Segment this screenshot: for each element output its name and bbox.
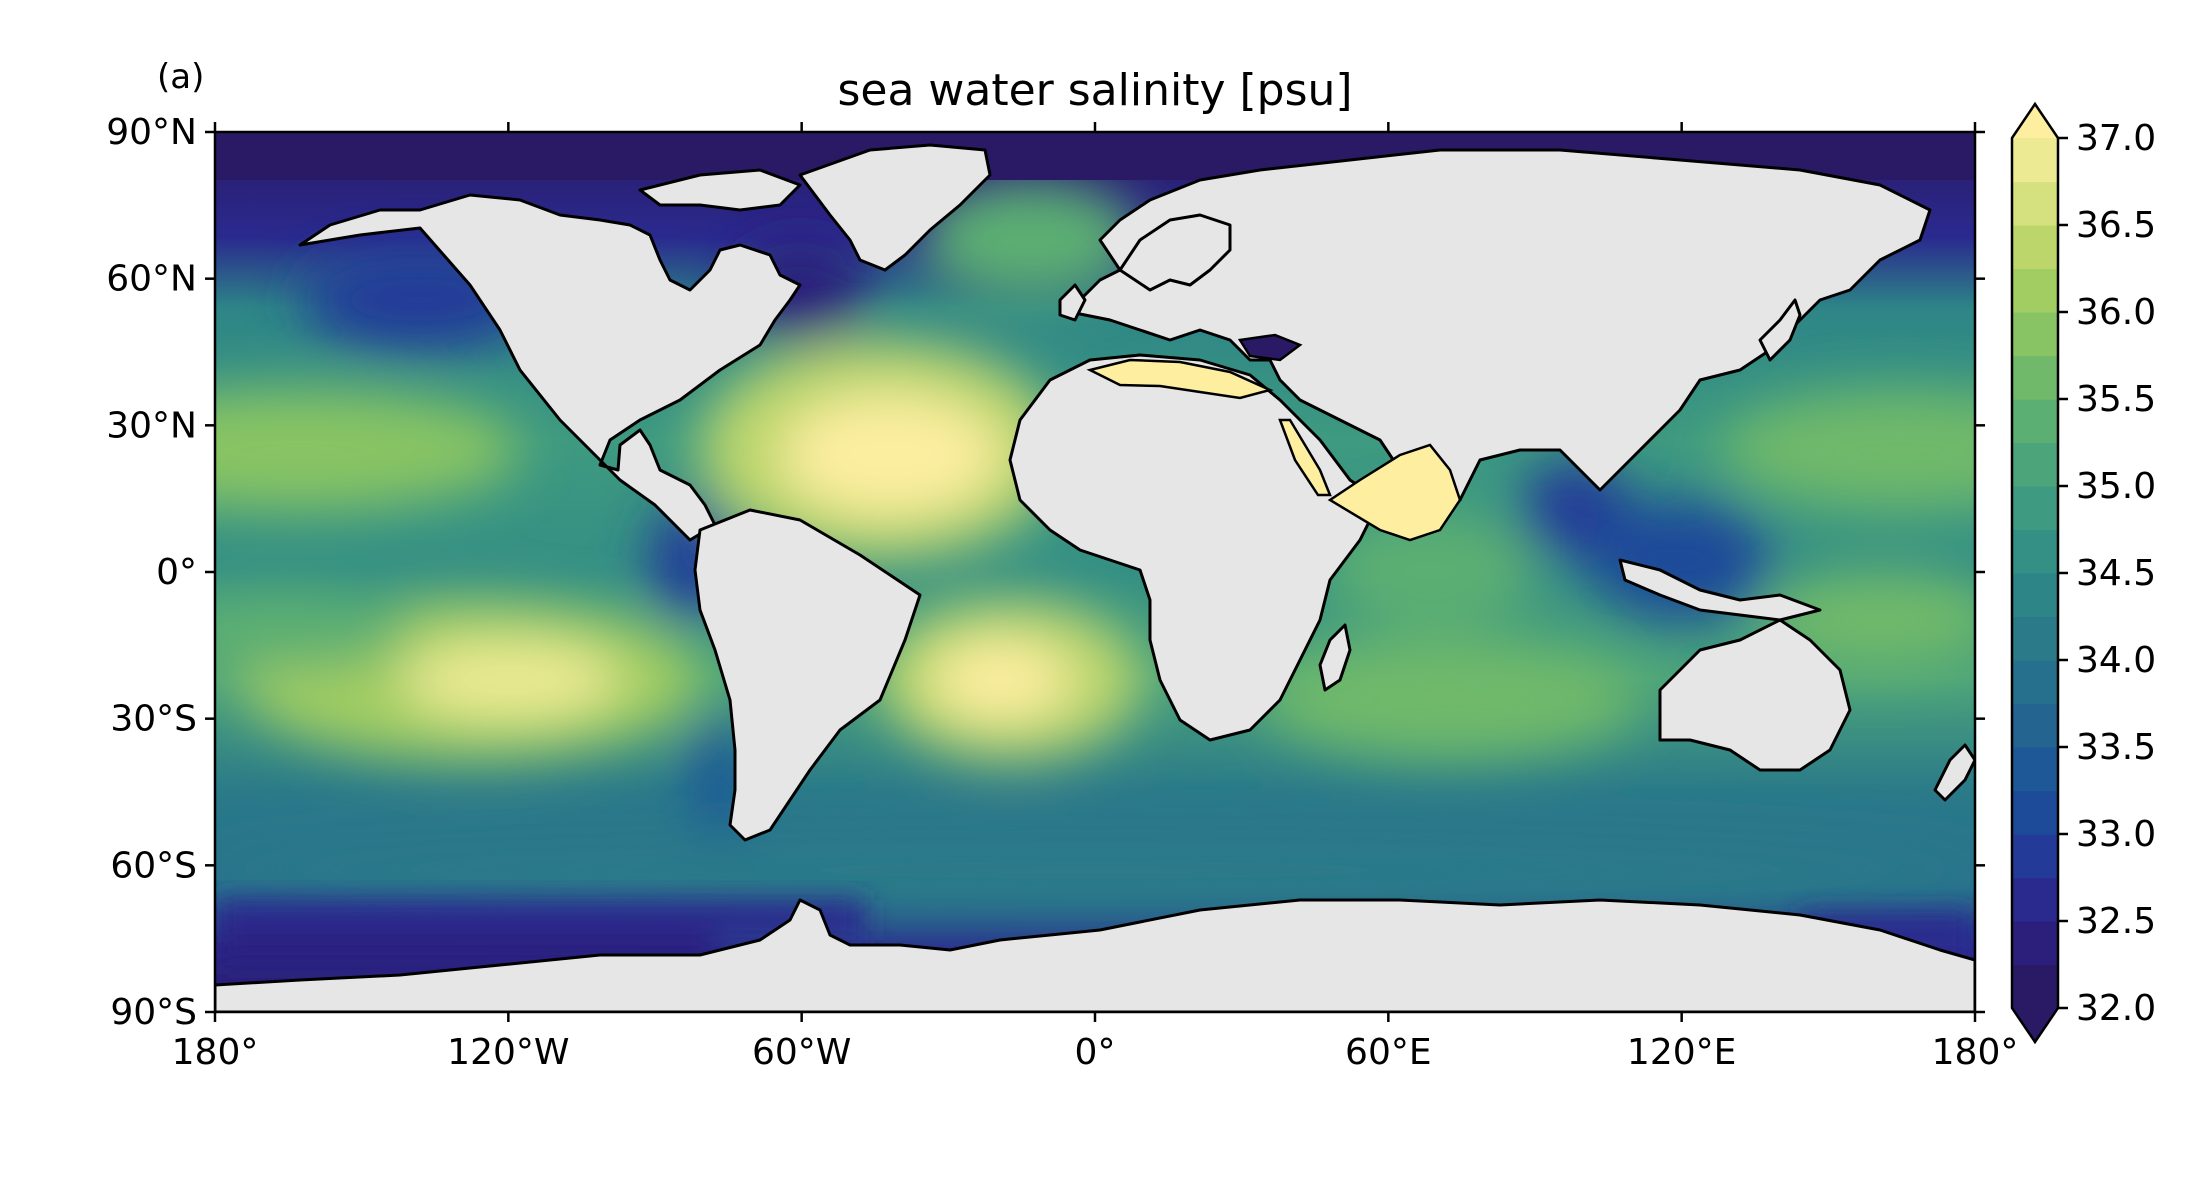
x-tick-label: 180° xyxy=(1932,1032,2019,1073)
colorbar-tick-label: 33.0 xyxy=(2076,814,2156,855)
colorbar-segment xyxy=(2012,225,2058,270)
antarctica-land xyxy=(215,898,1975,1012)
australia-land xyxy=(1658,618,1852,772)
greenland-land xyxy=(798,143,992,272)
south-atlantic-core xyxy=(930,640,1070,720)
colorbar-segment xyxy=(2012,877,2058,922)
colorbar-segment xyxy=(2012,660,2058,705)
colorbar-tick-label: 34.5 xyxy=(2076,553,2156,594)
map-title: sea water salinity [psu] xyxy=(837,65,1352,116)
north-pacific-high-salinity xyxy=(215,390,520,510)
y-axis: 90°N 60°N 30°N 0° 30°S 60°S 90°S xyxy=(106,112,1985,1033)
colorbar-segment xyxy=(2012,138,2058,183)
eurasia-land xyxy=(1058,148,1932,522)
red-sea xyxy=(1278,418,1332,497)
colorbar-tick-label: 35.0 xyxy=(2076,466,2156,507)
colorbar-segment xyxy=(2012,312,2058,357)
north-pacific-east-high xyxy=(1720,390,1975,510)
x-tick-label: 0° xyxy=(1075,1032,1116,1073)
colorbar-extend-max xyxy=(2012,104,2058,138)
north-atlantic-core xyxy=(780,395,1000,515)
southern-ocean-band xyxy=(215,825,1975,915)
colorbar-segment xyxy=(2012,834,2058,879)
map-area xyxy=(215,132,1975,1012)
colorbar-segment xyxy=(2012,616,2058,661)
colorbar-segment xyxy=(2012,573,2058,618)
colorbar-segment xyxy=(2012,355,2058,400)
colorbar-tick-label: 36.5 xyxy=(2076,205,2156,246)
central-pacific-band xyxy=(215,590,410,670)
colorbar-segment xyxy=(2012,747,2058,792)
colorbar-segment xyxy=(2012,703,2058,748)
colorbar-tick-label: 34.0 xyxy=(2076,640,2156,681)
colorbar: 32.0 32.5 33.0 33.5 34.0 34.5 35.0 35.5 36.0 36.5… xyxy=(2010,101,2156,1045)
indonesia-land xyxy=(1618,558,1822,622)
colorbar-segment xyxy=(2012,529,2058,574)
scandinavia-land xyxy=(1118,213,1232,292)
colorbar-tick-label: 37.0 xyxy=(2076,118,2156,159)
indian-ocean-south xyxy=(1260,640,1640,760)
north-atlantic-drift xyxy=(920,180,1140,300)
y-tick-label: 0° xyxy=(156,552,197,593)
arabian-sea xyxy=(1327,443,1462,542)
canadian-archipelago-land xyxy=(638,168,802,212)
colorbar-segment xyxy=(2012,486,2058,531)
panel-label: (a) xyxy=(157,57,204,97)
madagascar-land xyxy=(1318,623,1352,692)
high-salinity-marginal-seas xyxy=(1086,358,1462,542)
indonesian-fresh xyxy=(1590,500,1770,620)
x-tick-label: 60°E xyxy=(1345,1032,1432,1073)
indian-ocean-central xyxy=(1320,510,1540,630)
colorbar-segment xyxy=(2012,790,2058,835)
y-tick-label: 90°N xyxy=(106,112,197,153)
land-masses xyxy=(215,143,1975,1012)
mediterranean-sea xyxy=(1086,358,1274,400)
colorbar-tick-label: 32.0 xyxy=(2076,988,2156,1029)
antarctic-coast-fresh xyxy=(215,900,1975,965)
south-america-land xyxy=(693,508,922,842)
y-tick-label: 90°S xyxy=(110,992,197,1033)
x-tick-label: 60°W xyxy=(752,1032,851,1073)
colorbar-segment xyxy=(2012,181,2058,226)
colorbar-tick-label: 36.0 xyxy=(2076,292,2156,333)
x-tick-label: 180° xyxy=(172,1032,259,1073)
colorbar-segment xyxy=(2012,964,2058,1009)
north-america-land xyxy=(298,193,802,542)
colorbar-tick-label: 32.5 xyxy=(2076,901,2156,942)
black-sea xyxy=(1237,333,1303,362)
colorbar-tick-label: 35.5 xyxy=(2076,379,2156,420)
colorbar-segment xyxy=(2012,921,2058,966)
x-tick-label: 120°W xyxy=(447,1032,569,1073)
y-tick-label: 60°S xyxy=(110,845,197,886)
colorbar-extend-min xyxy=(2012,1008,2058,1042)
y-tick-label: 60°N xyxy=(106,259,197,300)
colorbar-tick-label: 33.5 xyxy=(2076,727,2156,768)
colorbar-segment xyxy=(2012,442,2058,487)
colorbar-segment xyxy=(2012,399,2058,444)
japan-land xyxy=(1758,298,1802,362)
south-pacific-core xyxy=(400,640,620,720)
colorbar-segment xyxy=(2012,268,2058,313)
x-axis: 180° 120°W 60°W 0° 60°E 120°E 180° xyxy=(172,122,2019,1073)
y-tick-label: 30°S xyxy=(110,699,197,740)
new-zealand-land xyxy=(1933,743,1975,802)
x-tick-label: 120°E xyxy=(1627,1032,1736,1073)
british-isles-land xyxy=(1058,283,1087,322)
y-tick-label: 30°N xyxy=(106,405,197,446)
